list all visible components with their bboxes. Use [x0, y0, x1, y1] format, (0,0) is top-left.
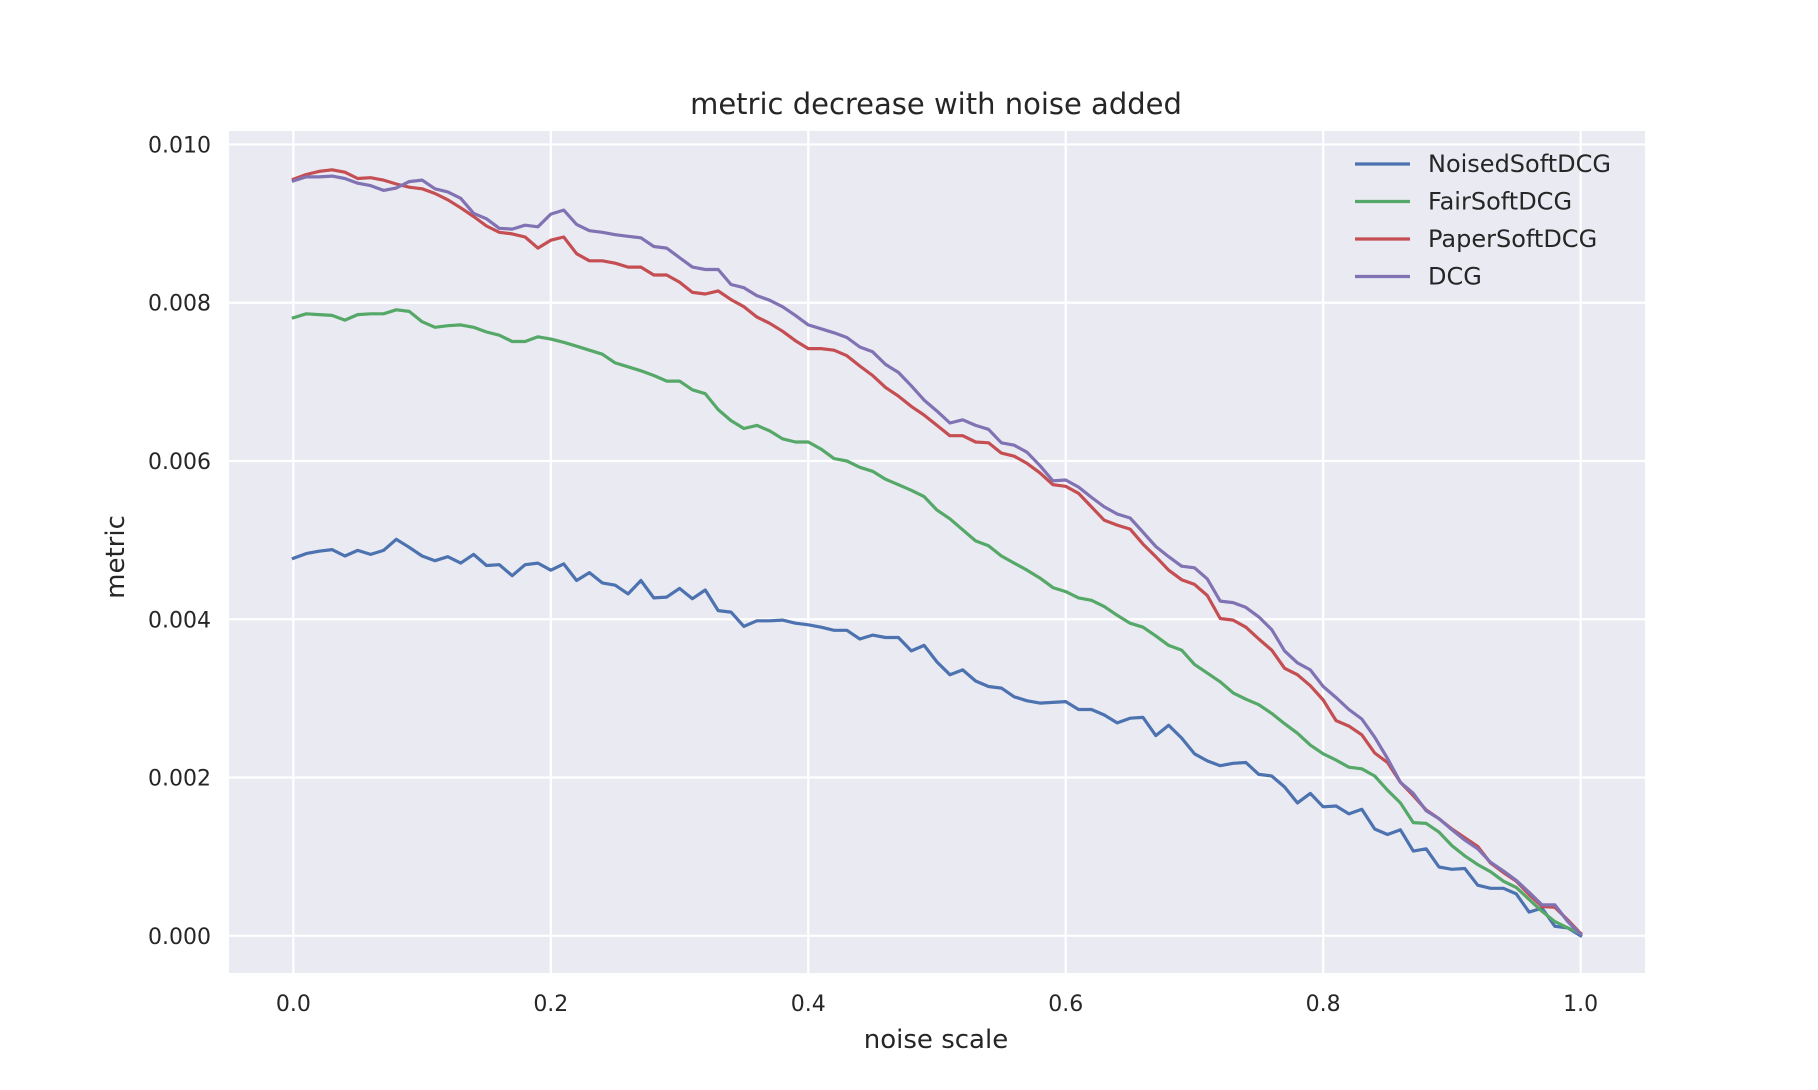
x-tick-label: 0.8 — [1306, 992, 1341, 1017]
x-tick-label: 0.6 — [1048, 992, 1083, 1017]
y-tick-label: 0.006 — [148, 450, 211, 475]
legend-item-papersoftdcg: PaperSoftDCG — [1355, 225, 1597, 253]
series-line-papersoftdcg — [291, 168, 1583, 936]
series-lines — [291, 168, 1583, 939]
legend-label: PaperSoftDCG — [1428, 225, 1597, 253]
plot-area — [229, 131, 1645, 973]
series-line-dcg — [291, 174, 1583, 937]
series-line-fairsoftdcg — [291, 308, 1583, 936]
y-axis-ticks: 0.000 0.002 0.004 0.006 0.008 0.010 — [148, 133, 211, 949]
x-tick-label: 1.0 — [1563, 992, 1598, 1017]
x-axis-label: noise scale — [864, 1025, 1008, 1055]
y-tick-label: 0.008 — [148, 292, 211, 317]
series-line-noisedsoftdcg — [291, 537, 1583, 939]
legend-label: DCG — [1428, 263, 1482, 291]
x-tick-label: 0.4 — [791, 992, 826, 1017]
legend-label: FairSoftDCG — [1428, 188, 1572, 216]
y-axis-label: metric — [101, 515, 131, 599]
legend-item-fairsoftdcg: FairSoftDCG — [1355, 188, 1572, 216]
y-tick-label: 0.000 — [148, 925, 211, 950]
legend: NoisedSoftDCG FairSoftDCG PaperSoftDCG DCG — [1355, 150, 1611, 291]
x-tick-label: 0.2 — [533, 992, 568, 1017]
y-tick-label: 0.004 — [148, 608, 211, 633]
legend-item-dcg: DCG — [1355, 263, 1482, 291]
grid-lines — [229, 131, 1645, 973]
y-tick-label: 0.002 — [148, 767, 211, 792]
chart-title: metric decrease with noise added — [690, 87, 1182, 121]
legend-item-noisedsoftdcg: NoisedSoftDCG — [1355, 150, 1611, 178]
y-tick-label: 0.010 — [148, 133, 211, 158]
x-axis-ticks: 0.0 0.2 0.4 0.6 0.8 1.0 — [276, 992, 1598, 1017]
x-tick-label: 0.0 — [276, 992, 311, 1017]
legend-label: NoisedSoftDCG — [1428, 150, 1611, 178]
